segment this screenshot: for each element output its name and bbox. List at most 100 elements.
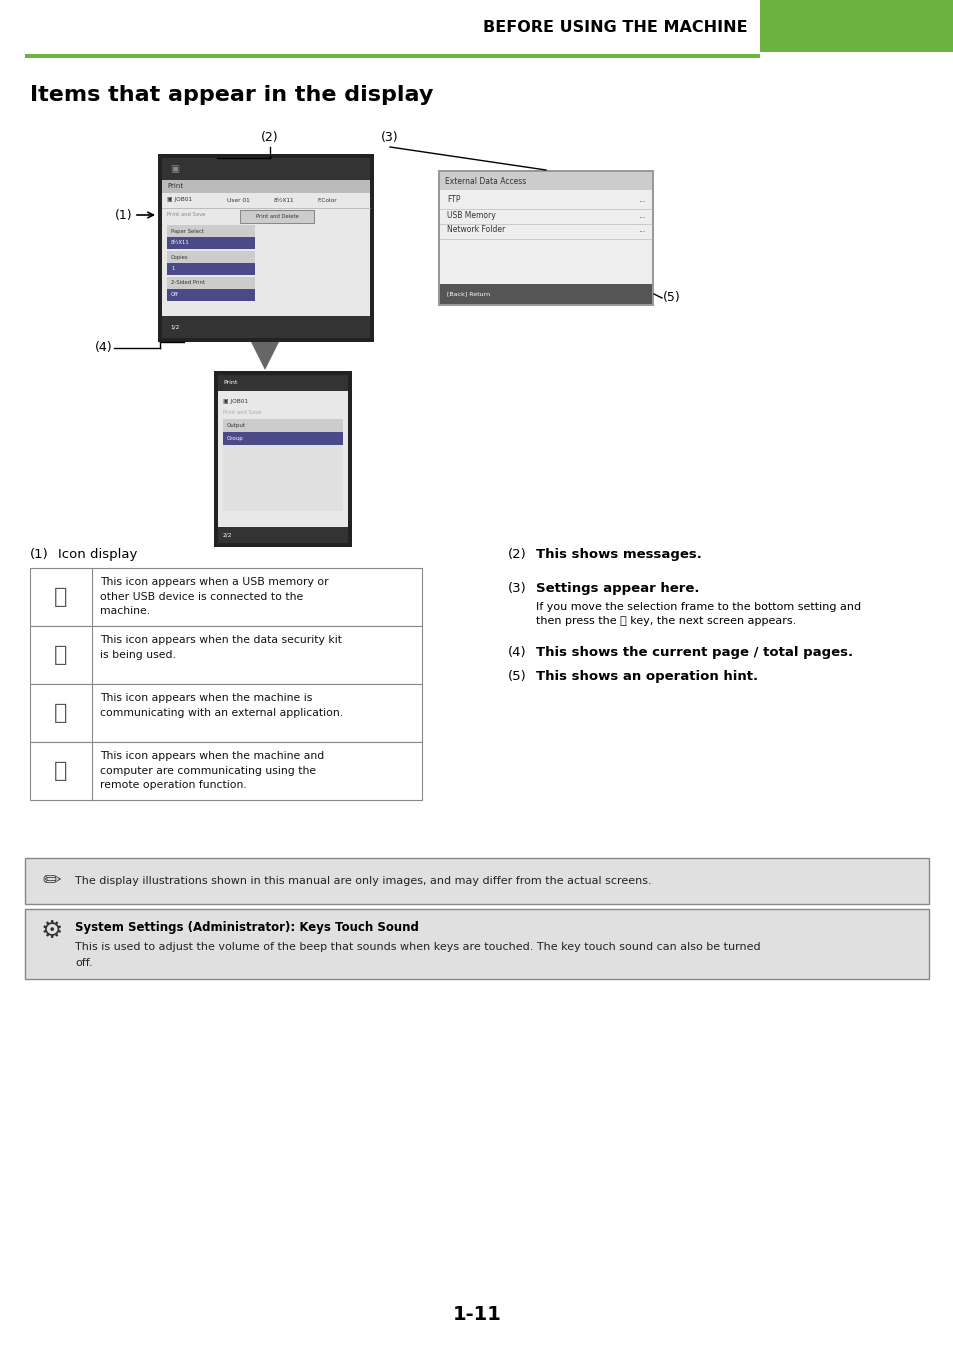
Bar <box>213 371 352 547</box>
Text: ▣ JOB01: ▣ JOB01 <box>167 197 192 202</box>
Text: Items that appear in the display: Items that appear in the display <box>30 85 433 105</box>
Bar <box>223 432 343 446</box>
Text: (5): (5) <box>662 292 680 305</box>
Text: This shows an operation hint.: This shows an operation hint. <box>536 670 758 683</box>
Text: 2-Sided Print: 2-Sided Print <box>171 281 205 285</box>
Text: If you move the selection frame to the bottom setting and: If you move the selection frame to the b… <box>536 602 861 612</box>
Text: 2/2: 2/2 <box>223 532 233 537</box>
Text: Print and Save: Print and Save <box>167 212 205 217</box>
Text: Print and Save: Print and Save <box>223 409 261 414</box>
Text: External Data Access: External Data Access <box>444 177 526 185</box>
Text: ...: ... <box>638 225 644 235</box>
Text: communicating with an external application.: communicating with an external applicati… <box>100 707 343 717</box>
Text: ▣ JOB01: ▣ JOB01 <box>223 398 248 404</box>
Bar <box>218 375 348 543</box>
Text: ✏: ✏ <box>43 871 61 891</box>
Text: is being used.: is being used. <box>100 649 175 660</box>
Text: (1): (1) <box>30 548 49 562</box>
Text: (4): (4) <box>507 647 526 659</box>
Text: BEFORE USING THE MACHINE: BEFORE USING THE MACHINE <box>483 19 747 35</box>
Text: FTP: FTP <box>447 196 460 204</box>
Bar <box>162 180 370 316</box>
Bar <box>167 251 254 263</box>
Text: Icon display: Icon display <box>58 548 137 562</box>
Bar <box>218 392 348 526</box>
Text: ⎙: ⎙ <box>54 645 68 666</box>
Text: F.Color: F.Color <box>316 197 336 202</box>
Bar <box>30 684 421 743</box>
Text: machine.: machine. <box>100 606 150 616</box>
Text: ...: ... <box>638 196 644 204</box>
Text: ⎙: ⎙ <box>54 587 68 608</box>
Bar <box>162 158 370 338</box>
Text: The display illustrations shown in this manual are only images, and may differ f: The display illustrations shown in this … <box>75 876 651 886</box>
Text: (3): (3) <box>381 131 398 143</box>
Text: 1-11: 1-11 <box>452 1305 501 1324</box>
Text: (2): (2) <box>507 548 526 562</box>
Text: (4): (4) <box>95 342 112 355</box>
Text: User 01: User 01 <box>227 197 250 202</box>
Text: ...: ... <box>638 211 644 220</box>
Bar <box>162 158 370 180</box>
Text: This icon appears when a USB memory or: This icon appears when a USB memory or <box>100 576 328 587</box>
Text: 8½X11: 8½X11 <box>274 197 294 202</box>
Text: remote operation function.: remote operation function. <box>100 780 247 790</box>
Text: (1): (1) <box>115 208 132 221</box>
Bar <box>25 54 760 58</box>
Bar <box>439 284 651 304</box>
Text: ⎙: ⎙ <box>54 703 68 724</box>
Bar <box>437 170 654 306</box>
Text: Off: Off <box>171 293 178 297</box>
Bar <box>223 446 343 512</box>
Text: (5): (5) <box>507 670 526 683</box>
Text: System Settings (Administrator): Keys Touch Sound: System Settings (Administrator): Keys To… <box>75 921 418 933</box>
Text: ⎙: ⎙ <box>54 761 68 782</box>
Bar <box>167 277 254 289</box>
Bar <box>25 859 928 905</box>
Text: Network Folder: Network Folder <box>447 225 505 235</box>
Text: Settings appear here.: Settings appear here. <box>536 582 699 595</box>
Bar <box>218 375 348 391</box>
Text: other USB device is connected to the: other USB device is connected to the <box>100 591 303 602</box>
Text: This is used to adjust the volume of the beep that sounds when keys are touched.: This is used to adjust the volume of the… <box>75 942 760 952</box>
Bar <box>167 263 254 275</box>
Text: (3): (3) <box>507 582 526 595</box>
Text: [Back] Return: [Back] Return <box>447 292 490 297</box>
Text: This icon appears when the data security kit: This icon appears when the data security… <box>100 634 341 645</box>
Text: off.: off. <box>75 958 92 968</box>
Bar <box>218 526 348 543</box>
Bar <box>240 211 314 223</box>
Bar <box>167 289 254 301</box>
Text: ⚙: ⚙ <box>41 919 63 944</box>
Bar <box>167 225 254 238</box>
Bar <box>760 0 953 53</box>
Text: Print: Print <box>223 381 237 386</box>
Text: 1/2: 1/2 <box>170 324 179 329</box>
Bar <box>30 568 421 626</box>
Bar <box>162 316 370 338</box>
Text: Output: Output <box>227 423 246 428</box>
Text: Group: Group <box>227 436 244 441</box>
Bar <box>162 180 370 193</box>
Text: 1: 1 <box>171 266 174 271</box>
Text: computer are communicating using the: computer are communicating using the <box>100 765 315 775</box>
Bar <box>223 418 343 432</box>
Text: 8½X11: 8½X11 <box>171 240 190 246</box>
Text: Print: Print <box>167 184 183 189</box>
Bar <box>30 626 421 684</box>
Text: This shows the current page / total pages.: This shows the current page / total page… <box>536 647 852 659</box>
Text: This icon appears when the machine is: This icon appears when the machine is <box>100 693 312 703</box>
Text: USB Memory: USB Memory <box>447 211 496 220</box>
Text: then press the Ⓗ key, the next screen appears.: then press the Ⓗ key, the next screen ap… <box>536 616 796 626</box>
Text: (2): (2) <box>261 131 278 143</box>
Text: Paper Select: Paper Select <box>171 228 204 234</box>
Text: This icon appears when the machine and: This icon appears when the machine and <box>100 751 324 761</box>
Polygon shape <box>251 342 278 370</box>
Bar <box>439 171 651 190</box>
Bar <box>30 743 421 801</box>
Bar <box>158 154 374 342</box>
Text: Copies: Copies <box>171 255 189 259</box>
Bar <box>167 238 254 248</box>
Text: Print and Delete: Print and Delete <box>255 215 298 219</box>
Text: ▣: ▣ <box>171 163 179 174</box>
